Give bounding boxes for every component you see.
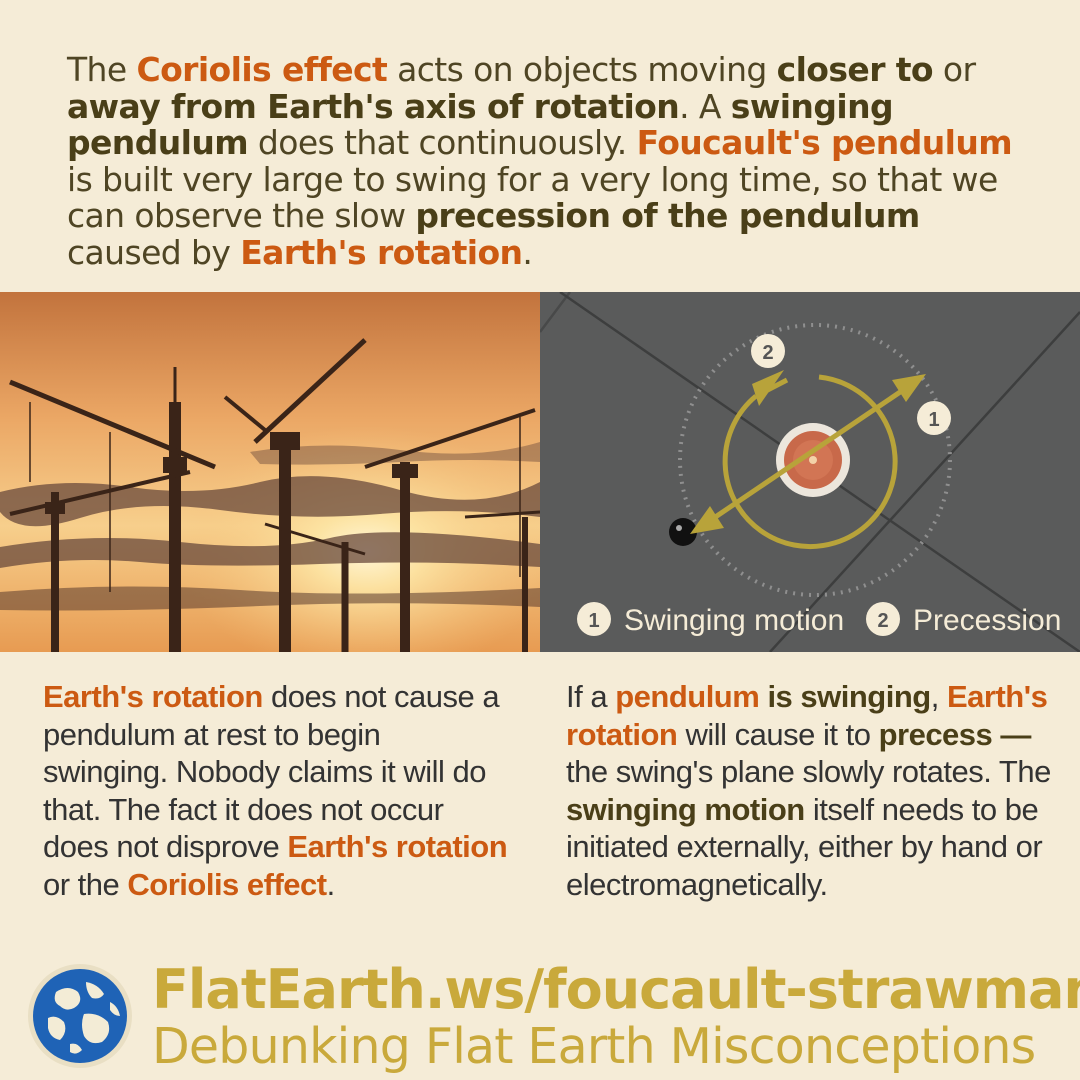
- text-segment: or the: [43, 866, 128, 902]
- text-segment: the swing's plane slowly rotates. The: [566, 754, 1051, 789]
- svg-text:2: 2: [877, 610, 888, 632]
- text-segment: precess —: [878, 716, 1032, 752]
- left-column-text: Earth's rotation does not cause a pendul…: [43, 678, 513, 903]
- text-segment: away from Earth's axis of rotation: [67, 86, 680, 126]
- svg-text:Precession: Precession: [913, 604, 1061, 637]
- text-segment: precession of the pendulum: [415, 196, 920, 235]
- text-segment: or: [933, 50, 976, 89]
- text-segment: Earth's rotation: [43, 679, 263, 714]
- footer-url-link[interactable]: FlatEarth.ws/foucault-strawman: [152, 958, 1080, 1021]
- pendulum-diagram-photo: 2 1 1 Swinging motion 2 Precession: [540, 292, 1080, 652]
- text-segment: does that continuously.: [248, 123, 637, 162]
- marker-1-badge: 1: [917, 401, 951, 435]
- marker-2-badge: 2: [751, 334, 785, 368]
- text-segment: does not cause a pendulum at rest to beg…: [43, 679, 500, 864]
- text-segment: is built very large to swing for a very …: [67, 159, 998, 235]
- text-segment: acts on objects moving: [387, 50, 777, 89]
- text-segment: Coriolis effect: [127, 866, 327, 902]
- cranes-sunset-photo: [0, 292, 540, 652]
- right-column-text: If a pendulum is swinging, Earth's rotat…: [566, 678, 1066, 903]
- svg-text:1: 1: [928, 409, 939, 431]
- text-segment: itself needs to be initiated externally,…: [566, 791, 1043, 902]
- text-segment: ,: [930, 679, 947, 714]
- text-segment: Earth's rotation: [566, 679, 1048, 752]
- pendulum-bob: [669, 518, 697, 546]
- svg-text:Swinging motion: Swinging motion: [624, 604, 844, 637]
- text-segment: Earth's rotation: [240, 232, 523, 272]
- intro-paragraph: The Coriolis effect acts on objects movi…: [67, 50, 1027, 272]
- pendulum-center-disk: [776, 423, 850, 497]
- text-segment: The: [67, 50, 137, 89]
- text-segment: swinging motion: [566, 791, 805, 827]
- svg-text:2: 2: [762, 342, 773, 364]
- globe-logo-icon: [26, 962, 134, 1070]
- text-segment: closer to: [776, 50, 934, 89]
- text-segment: Earth's rotation: [287, 829, 508, 864]
- text-segment: If a: [566, 679, 616, 714]
- text-segment: will cause it to: [677, 716, 879, 752]
- text-segment: caused by: [67, 232, 241, 272]
- legend-item-swinging: 1 Swinging motion: [577, 602, 844, 637]
- legend-item-precession: 2 Precession: [866, 602, 1061, 637]
- text-segment: is swinging: [767, 679, 931, 714]
- svg-text:1: 1: [588, 610, 599, 632]
- footer-tagline: Debunking Flat Earth Misconceptions: [152, 1018, 1036, 1075]
- text-segment: Coriolis effect: [136, 50, 388, 89]
- text-segment: swinging pendulum: [67, 86, 894, 162]
- text-segment: pendulum: [615, 679, 760, 714]
- text-segment: . A: [679, 86, 731, 126]
- text-segment: .: [326, 866, 336, 902]
- text-segment: Foucault's pendulum: [636, 123, 1013, 162]
- swing-arrow-icon: [690, 374, 926, 534]
- text-segment: .: [522, 232, 533, 272]
